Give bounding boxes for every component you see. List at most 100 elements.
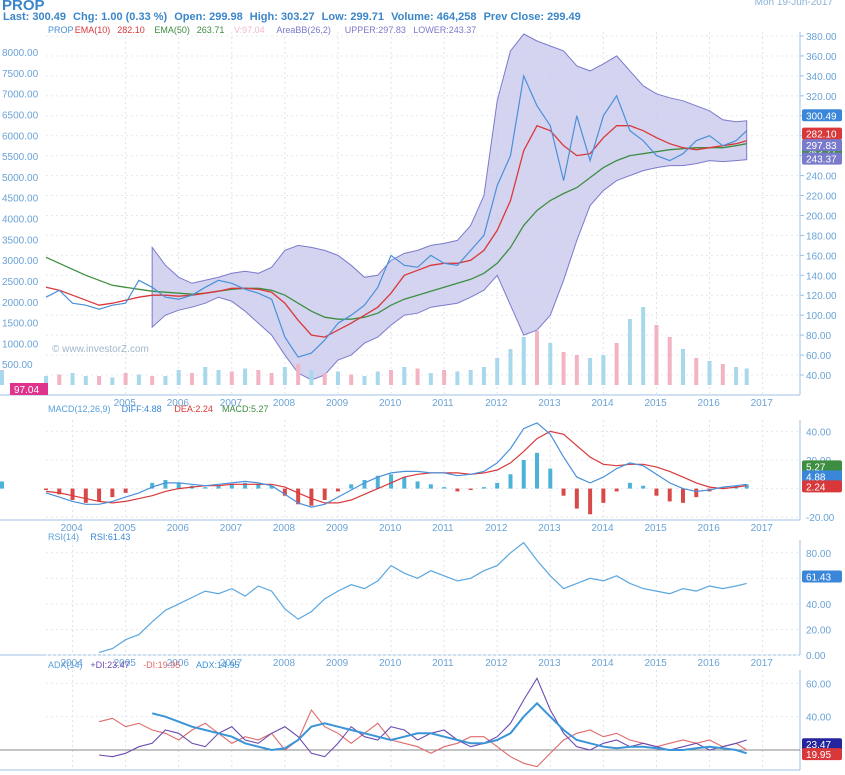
diff-line <box>45 422 747 508</box>
volume-axis-label: 7000.00 <box>2 90 39 101</box>
x-tick-label: 2013 <box>538 523 561 534</box>
macd-histogram-bar <box>627 482 632 489</box>
value-badge <box>802 748 842 761</box>
x-tick-label: 2011 <box>432 658 454 669</box>
quote-date: Mon 19-Jun-2017 <box>754 0 833 8</box>
macd-histogram-bar <box>362 480 367 489</box>
legend-item: ADX:14.95 <box>196 660 240 670</box>
volume-bar <box>481 367 486 385</box>
volume-badge-label: 97.04 <box>14 385 39 396</box>
y-tick-label: 40.00 <box>806 371 831 382</box>
x-tick-label: 2014 <box>591 398 614 409</box>
volume-bar <box>627 319 632 385</box>
volume-bar <box>83 376 88 385</box>
adx-line <box>151 701 747 755</box>
x-tick-label: 2005 <box>114 398 137 409</box>
y-tick-label: 0.00 <box>806 651 826 662</box>
change: Chg: 1.00 (0.33 %) <box>73 11 168 23</box>
macd-histogram-bar <box>402 477 407 489</box>
x-tick-label: 2010 <box>379 523 402 534</box>
volume-axis-label: 6500.00 <box>2 110 39 121</box>
macd-histogram-bar <box>641 485 646 489</box>
macd-histogram-bar <box>428 484 433 489</box>
macd-histogram-bar <box>601 488 606 503</box>
volume-axis-label: 2000.00 <box>2 298 39 309</box>
macd-histogram-bar <box>110 488 115 498</box>
macd-histogram-bar <box>57 488 62 495</box>
value-badge-label: 61.43 <box>806 573 831 584</box>
volume-bar <box>667 337 672 385</box>
volume-bar <box>123 373 128 385</box>
macd-histogram-bar <box>97 488 102 502</box>
quote-summary: Last: 300.49 Chg: 1.00 (0.33 %) Open: 29… <box>3 11 585 23</box>
y-tick-label: 100.00 <box>806 311 837 322</box>
volume-bar <box>415 368 420 385</box>
symbol-title: PROP <box>2 0 45 14</box>
volume-bar <box>243 368 248 385</box>
legend-item: EMA(50) <box>154 25 190 35</box>
watermark-text: © www.investorZ.com <box>52 344 149 355</box>
value-badge <box>802 460 842 473</box>
volume-bar <box>744 368 749 385</box>
macd-histogram-bar <box>229 484 234 489</box>
x-tick-label: 2017 <box>751 398 774 409</box>
macd-histogram-bar <box>548 468 553 489</box>
x-tick-label: 2009 <box>326 523 349 534</box>
macd-histogram-bar <box>123 488 128 493</box>
y-tick-label: 140.00 <box>806 271 837 282</box>
x-tick-label: 2004 <box>61 658 84 669</box>
legend-item: MACD:5.27 <box>222 404 269 414</box>
y-tick-label: 320.00 <box>806 92 837 103</box>
y-tick-label: 240.00 <box>806 172 837 183</box>
low-price: Low: 299.71 <box>321 11 385 23</box>
macd-histogram-bar <box>296 488 301 505</box>
x-tick-label: 2016 <box>698 523 721 534</box>
volume-bar <box>495 358 500 385</box>
rsi-line <box>98 541 747 653</box>
legend-item: DIFF:4.88 <box>122 404 162 414</box>
legend-item: -DI:19.95 <box>143 660 180 670</box>
macd-histogram-bar <box>269 485 274 489</box>
macd-histogram-bar <box>389 474 394 489</box>
macd-histogram-bar <box>468 488 473 490</box>
volume-axis-label: 4500.00 <box>2 194 39 205</box>
x-tick-label: 2006 <box>167 523 190 534</box>
macd-histogram-bar <box>442 487 447 489</box>
value-badge <box>802 139 842 152</box>
legend-item: ADX(14) <box>48 660 83 670</box>
volume-bar <box>601 355 606 385</box>
value-badge <box>802 109 842 122</box>
open-price: Open: 299.98 <box>174 11 243 23</box>
macd-histogram-bar <box>415 481 420 489</box>
volume-axis-label: 3500.00 <box>2 235 39 246</box>
y-tick-label: 340.00 <box>806 72 837 83</box>
volume-bar <box>163 376 168 385</box>
macd-histogram-bar <box>176 482 181 489</box>
macd-histogram-bar <box>163 480 168 489</box>
legend-item: RSI(14) <box>48 532 79 542</box>
x-tick-label: 2016 <box>698 398 721 409</box>
volume-bar <box>402 367 407 385</box>
x-tick-label: 2004 <box>61 523 84 534</box>
x-tick-label: 2013 <box>538 398 561 409</box>
value-badge <box>802 738 842 751</box>
macd-histogram-bar <box>680 488 685 503</box>
y-tick-label: 60.00 <box>806 679 831 690</box>
plus-di-line <box>99 677 747 758</box>
volume-bar <box>694 358 699 385</box>
volume-axis-label: 1500.00 <box>2 319 39 330</box>
volume-bar <box>229 371 234 385</box>
macd-histogram-bar <box>44 488 48 490</box>
volume-bar <box>282 367 287 385</box>
y-tick-label: -20.00 <box>806 513 835 524</box>
x-tick-label: 2013 <box>538 658 561 669</box>
x-tick-label: 2007 <box>220 523 243 534</box>
x-tick-label: 2008 <box>273 398 296 409</box>
macd-histogram-bar <box>309 488 314 506</box>
macd-histogram-bar <box>495 482 500 489</box>
volume-bar <box>548 343 553 385</box>
x-tick-label: 2011 <box>432 523 454 534</box>
y-tick-label: 80.00 <box>806 549 831 560</box>
x-tick-label: 2008 <box>273 523 296 534</box>
